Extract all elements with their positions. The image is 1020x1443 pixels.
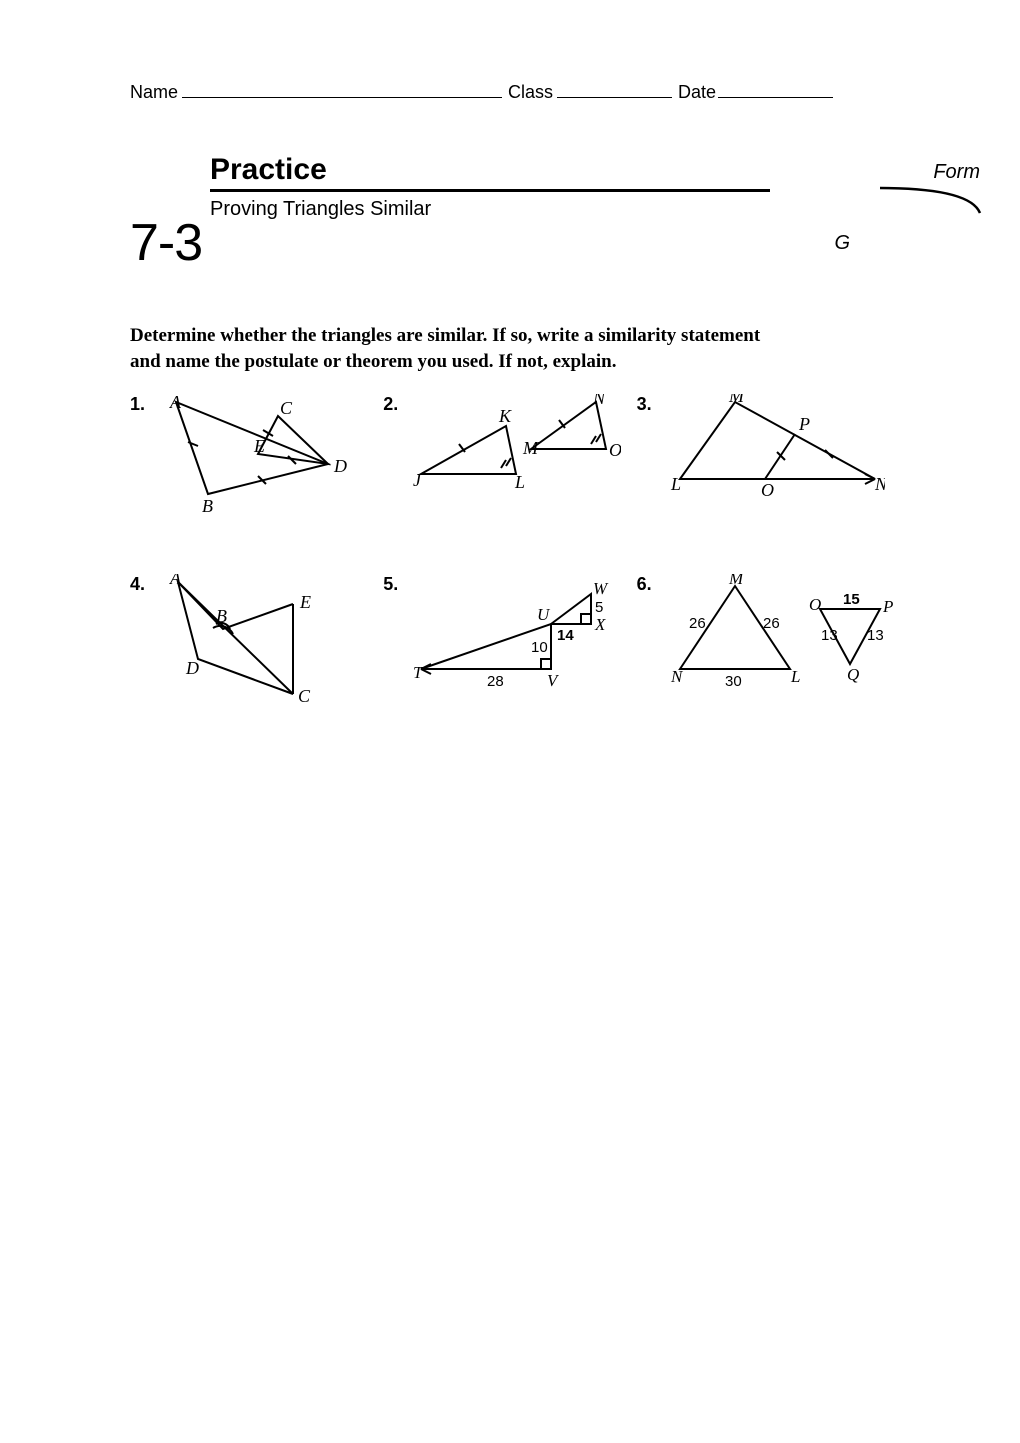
svg-text:U: U [537, 605, 551, 624]
form-letter: G [834, 232, 850, 255]
svg-text:N: N [670, 667, 684, 686]
lesson-row: 7-3 G [130, 213, 890, 273]
svg-text:A: A [169, 574, 182, 588]
label-UV: 10 [531, 639, 548, 656]
date-blank[interactable] [718, 80, 833, 98]
label-OP: 15 [843, 591, 860, 608]
class-blank[interactable] [557, 80, 672, 98]
diagram-6: M N L O P Q 26 26 30 15 13 13 [665, 574, 895, 694]
svg-text:E: E [253, 436, 265, 456]
svg-text:N: N [874, 474, 885, 494]
instructions-line2: and name the postulate or theorem you us… [130, 351, 616, 372]
svg-text:C: C [298, 686, 311, 704]
problem-number: 2. [383, 394, 411, 415]
diagram-4: A B C D E [158, 574, 383, 704]
lesson-number: 7-3 [130, 213, 202, 273]
diagram-5: T U V W X 28 10 14 5 [411, 574, 636, 694]
title-row: Practice [210, 153, 770, 192]
svg-text:O: O [761, 480, 774, 500]
label-NL: 30 [725, 673, 742, 690]
svg-text:L: L [790, 667, 800, 686]
svg-text:K: K [498, 406, 512, 426]
svg-text:X: X [594, 615, 606, 634]
instructions-line1: Determine whether the triangles are simi… [130, 325, 760, 346]
form-label: Form [933, 161, 980, 184]
svg-text:L: L [514, 472, 525, 492]
diagram-1: A B C D E [158, 394, 383, 514]
label-ML: 26 [763, 615, 780, 632]
problem-3: 3. L M [637, 394, 890, 514]
svg-text:C: C [280, 398, 293, 418]
problem-6: 6. M N L O P Q [637, 574, 890, 704]
svg-text:B: B [202, 496, 213, 514]
problem-number: 3. [637, 394, 665, 415]
svg-text:M: M [728, 394, 745, 406]
title-curve [880, 185, 990, 215]
instructions: Determine whether the triangles are simi… [130, 323, 890, 374]
problem-4: 4. A B [130, 574, 383, 704]
svg-text:Q: Q [847, 665, 859, 684]
svg-text:O: O [609, 440, 621, 460]
problem-number: 5. [383, 574, 411, 595]
problem-5: 5. T U [383, 574, 636, 704]
header-fields: Name Class Date [130, 80, 890, 103]
problem-number: 6. [637, 574, 665, 595]
svg-text:T: T [413, 663, 424, 682]
problem-number: 4. [130, 574, 158, 595]
svg-text:D: D [333, 456, 347, 476]
svg-text:J: J [413, 470, 422, 490]
svg-text:P: P [882, 597, 893, 616]
svg-text:O: O [809, 595, 821, 614]
label-OQ: 13 [821, 627, 838, 644]
subtitle: Proving Triangles Similar [210, 198, 890, 221]
label-PQ: 13 [867, 627, 884, 644]
label-WX: 5 [595, 599, 603, 616]
svg-text:M: M [728, 574, 744, 588]
date-label: Date [678, 82, 716, 103]
diagram-2: J K L M N O [411, 394, 636, 504]
name-blank[interactable] [182, 80, 502, 98]
problems-grid: 1. A B [130, 394, 890, 764]
problem-number: 1. [130, 394, 158, 415]
svg-text:B: B [216, 606, 227, 626]
practice-heading: Practice [210, 153, 327, 187]
svg-text:M: M [522, 438, 539, 458]
svg-text:E: E [299, 592, 311, 612]
svg-text:D: D [185, 658, 199, 678]
svg-text:L: L [670, 474, 681, 494]
svg-text:W: W [593, 579, 609, 598]
label-MN: 26 [689, 615, 706, 632]
svg-text:N: N [592, 394, 606, 408]
svg-text:A: A [169, 394, 182, 412]
worksheet-page: Name Class Date Practice Form Proving Tr… [0, 0, 1020, 764]
problem-2: 2. [383, 394, 636, 514]
class-label: Class [508, 82, 553, 103]
name-label: Name [130, 82, 178, 103]
svg-text:P: P [798, 414, 810, 434]
title-block: Practice Form Proving Triangles Similar [210, 153, 890, 221]
label-TV: 28 [487, 673, 504, 690]
label-UX: 14 [557, 627, 574, 644]
svg-text:V: V [547, 671, 560, 690]
diagram-3: L M N O P [665, 394, 890, 504]
problem-1: 1. A B [130, 394, 383, 514]
